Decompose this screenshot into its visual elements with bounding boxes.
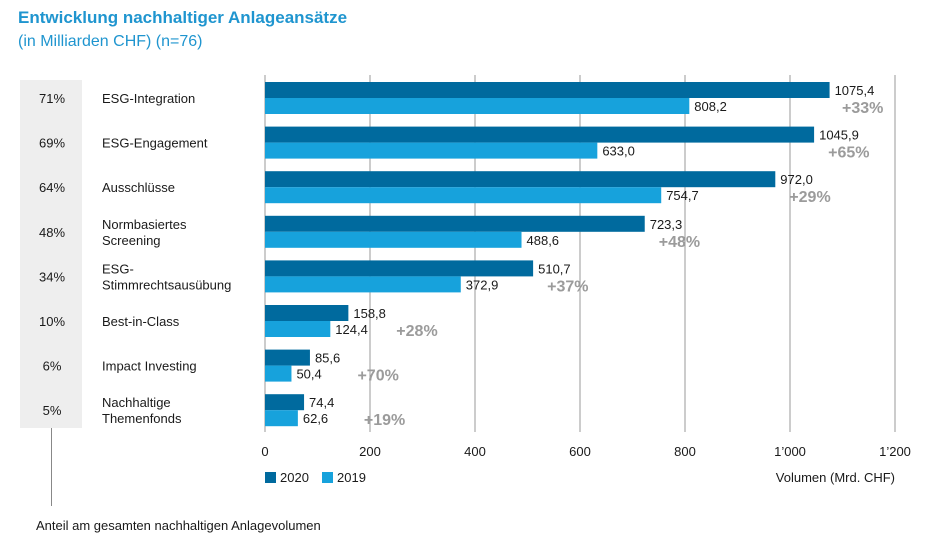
x-tick-label: 800 [674,444,696,459]
bar-2019 [265,321,331,337]
value-label-2019: 754,7 [666,188,699,203]
share-connector-line [51,428,52,506]
value-label-2019: 633,0 [602,144,635,159]
legend-label-2020: 2020 [280,470,309,485]
change-label: +19% [364,412,405,429]
value-label-2020: 85,6 [315,351,340,366]
category-label: Normbasiertes [102,217,187,232]
share-label: 5% [43,403,62,418]
change-label: +29% [789,189,830,206]
x-tick-label: 200 [359,444,381,459]
change-label: +37% [547,278,588,295]
category-label: ESG-Integration [102,91,195,106]
share-footnote: Anteil am gesamten nachhaltigen Anlagevo… [36,518,321,533]
category-label: Impact Investing [102,359,197,374]
chart-title: Entwicklung nachhaltiger Anlageansätze [18,8,348,27]
bar-2020 [265,126,815,143]
value-label-2019: 488,6 [527,233,560,248]
share-label: 71% [39,91,65,106]
bar-2019 [265,187,662,204]
bar-2019 [265,98,690,114]
value-label-2020: 723,3 [650,217,683,232]
value-label-2019: 62,6 [303,411,328,426]
legend-label-2019: 2019 [337,470,366,485]
category-label: Screening [102,233,161,248]
category-label: Best-in-Class [102,314,180,329]
bar-2020 [265,82,830,98]
bar-2019 [265,142,598,159]
share-label: 48% [39,225,65,240]
value-label-2019: 124,4 [335,322,368,337]
value-label-2020: 1045,9 [819,128,859,143]
category-label: ESG- [102,261,134,276]
legend-swatch-2020 [265,472,276,483]
x-tick-label: 1’000 [774,444,806,459]
bar-2019 [265,410,298,427]
category-label: Ausschlüsse [102,180,175,195]
value-label-2020: 74,4 [309,395,334,410]
bar-2019 [265,365,292,382]
bar-2019 [265,231,522,248]
legend-swatch-2019 [322,472,333,483]
value-label-2019: 808,2 [694,99,727,114]
change-label: +70% [357,368,398,385]
x-tick-label: 600 [569,444,591,459]
value-label-2020: 972,0 [780,172,813,187]
change-label: +28% [396,323,437,340]
bar-2019 [265,276,461,293]
change-label: +48% [659,234,700,251]
bar-2020 [265,171,776,188]
share-label: 69% [39,136,65,151]
bar-2020 [265,394,305,411]
share-label: 10% [39,314,65,329]
share-label: 64% [39,180,65,195]
bar-2020 [265,260,534,277]
change-label: +65% [828,145,869,162]
x-tick-label: 1’200 [879,444,911,459]
chart-subtitle: (in Milliarden CHF) (n=76) [18,33,203,50]
share-label: 6% [43,359,62,374]
category-label: Stimmrechtsausübung [102,277,231,292]
bar-2020 [265,305,349,321]
value-label-2020: 1075,4 [835,83,875,98]
category-label: ESG-Engagement [102,136,208,151]
x-axis-label: Volumen (Mrd. CHF) [776,470,895,485]
x-tick-label: 400 [464,444,486,459]
share-panel [20,80,82,428]
bar-2020 [265,349,310,366]
bar-2020 [265,215,645,232]
value-label-2020: 510,7 [538,261,571,276]
share-label: 34% [39,269,65,284]
value-label-2019: 372,9 [466,277,499,292]
value-label-2019: 50,4 [296,367,321,382]
category-label: Nachhaltige [102,395,171,410]
x-tick-label: 0 [261,444,268,459]
value-label-2020: 158,8 [353,306,386,321]
category-label: Themenfonds [102,411,182,426]
change-label: +33% [842,100,883,117]
